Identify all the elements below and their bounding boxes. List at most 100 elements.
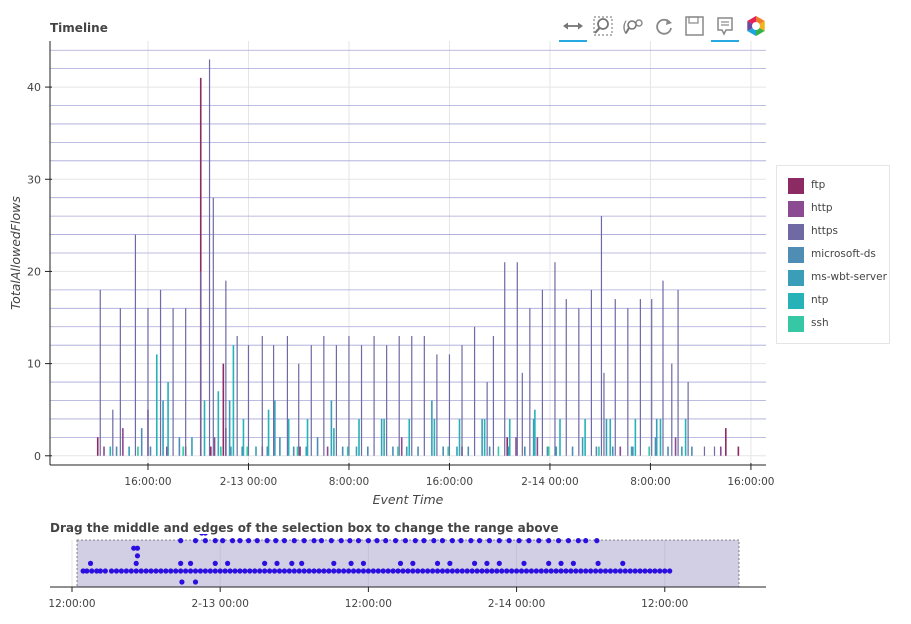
bar-ntp <box>383 418 385 456</box>
range-dot <box>173 568 179 574</box>
y-axis-label: TotalAllowedFlows <box>8 196 23 310</box>
bar-microsoft-ds <box>140 428 143 456</box>
range-dot <box>449 538 455 544</box>
range-dot <box>207 568 213 574</box>
range-dot <box>412 538 418 544</box>
range-dot <box>179 579 185 585</box>
legend-item-ntp[interactable]: ntp <box>788 292 888 310</box>
range-dot <box>346 568 352 574</box>
bar-ms-wbt-server <box>431 400 433 456</box>
range-dot <box>232 568 238 574</box>
range-dot <box>513 568 520 574</box>
bar-https <box>236 335 238 456</box>
legend-item-https[interactable]: https <box>788 223 888 241</box>
legend-item-ms-wbt-server[interactable]: ms-wbt-server <box>788 269 888 287</box>
bar-https <box>134 234 137 456</box>
legend-item-ftp[interactable]: ftp <box>788 177 888 195</box>
bar-https <box>492 335 495 456</box>
range-dot <box>476 538 483 544</box>
bar-ssh <box>296 446 299 456</box>
bar-ssh <box>648 446 650 456</box>
range-selection-box[interactable] <box>76 539 740 588</box>
bar-microsoft-ds <box>632 446 634 456</box>
legend-item-http[interactable]: http <box>788 200 888 218</box>
range-dot <box>595 560 601 566</box>
range-dot <box>202 538 208 544</box>
range-dot <box>405 568 411 574</box>
legend-swatch <box>788 293 804 309</box>
bar-ms-wbt-server <box>228 400 231 456</box>
bar-https <box>286 335 289 456</box>
wheel-zoom-tool-button[interactable]: ( <box>619 14 647 40</box>
bar-ms-wbt-server <box>380 418 383 456</box>
range-dot <box>316 568 322 574</box>
range-dot <box>365 568 371 574</box>
range-dot <box>374 538 380 544</box>
range-dot <box>118 568 124 574</box>
range-dot <box>543 568 549 574</box>
range-dot <box>318 538 325 544</box>
bar-ftp <box>725 428 727 456</box>
bar-https <box>200 271 202 456</box>
bar-https <box>335 345 337 456</box>
range-dot <box>380 568 386 574</box>
range-dot <box>276 568 283 574</box>
hover-tool-button[interactable] <box>711 14 739 42</box>
y-tick-label: 30 <box>27 173 41 186</box>
range-dot <box>178 560 184 566</box>
range-dot <box>468 538 474 544</box>
reset-tool-button[interactable] <box>650 14 678 40</box>
bar-ssh <box>246 446 249 456</box>
bar-https <box>486 382 488 456</box>
x-tick-label: 8:00:00 <box>329 476 369 488</box>
range-dot <box>301 568 307 574</box>
range-dot <box>97 568 104 574</box>
timeline-chart[interactable]: 0 10 20 30 40 16:00:00 2-13 00:00 8:00:00 16:00:… <box>0 0 911 520</box>
legend-swatch <box>788 224 804 240</box>
bar-https <box>272 345 275 456</box>
bokeh-logo[interactable] <box>742 14 770 40</box>
range-dot <box>439 538 446 544</box>
bar-https <box>541 289 544 456</box>
range-dot <box>212 538 218 544</box>
bar-https <box>473 326 476 456</box>
bar-microsoft-ds <box>442 446 444 456</box>
range-dot <box>431 538 437 544</box>
legend-label: ssh <box>811 317 829 329</box>
range-dot <box>434 568 441 574</box>
bar-ms-wbt-server <box>555 446 558 456</box>
bar-https <box>554 262 556 456</box>
bar-https <box>590 289 592 456</box>
range-dot <box>575 538 581 544</box>
range-dot <box>321 568 327 574</box>
range-dot <box>509 568 515 574</box>
bar-ssh <box>547 446 550 456</box>
legend-item-ssh[interactable]: ssh <box>788 315 888 333</box>
range-dot <box>563 568 569 574</box>
bar-ntp <box>155 354 158 456</box>
range-dot <box>128 568 134 574</box>
chart-title: Timeline <box>50 21 108 35</box>
bar-https <box>516 262 518 456</box>
range-dot <box>474 568 480 574</box>
range-selector-chart[interactable]: 12:00:00 2-13 00:00 12:00:00 2-14 00:00 12:0… <box>0 534 911 624</box>
bar-ms-wbt-server <box>355 446 358 456</box>
range-dot <box>430 568 436 574</box>
bar-https <box>348 335 350 456</box>
range-dot <box>464 568 470 574</box>
save-tool-button[interactable] <box>680 14 708 40</box>
range-dot <box>565 538 572 544</box>
range-dot <box>526 538 532 544</box>
bar-microsoft-ds <box>417 446 419 456</box>
legend-item-microsoft-ds[interactable]: microsoft-ds <box>788 246 888 264</box>
bar-https <box>687 382 689 456</box>
bar-https <box>461 345 463 456</box>
pan-tool-button[interactable] <box>559 14 587 42</box>
bar-ftp <box>506 437 509 456</box>
box-zoom-tool-button[interactable] <box>589 14 617 40</box>
bar-microsoft-ds <box>266 446 269 456</box>
bar-ms-wbt-server <box>305 446 308 456</box>
bar-ntp <box>267 409 270 456</box>
range-dot <box>134 553 141 559</box>
bar-ftp <box>299 446 301 456</box>
